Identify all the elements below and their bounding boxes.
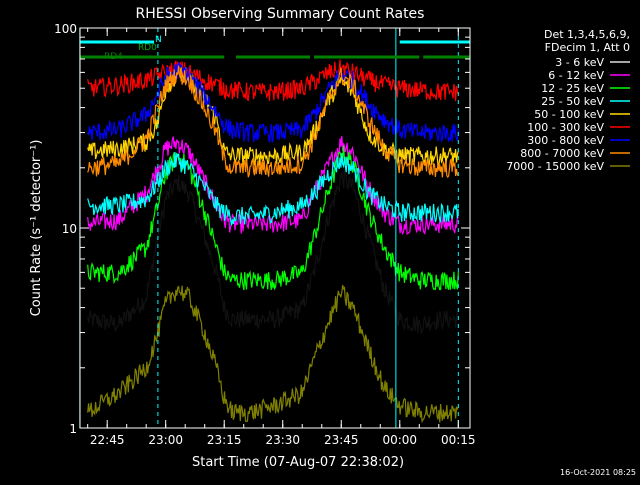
legend-entry-1: 3 - 6 keV — [555, 56, 604, 69]
y-tick-label-3: 100 — [54, 22, 77, 36]
flag-label-n: N — [155, 35, 162, 45]
legend-entry-9: 7000 - 15000 keV — [506, 160, 604, 173]
x-tick-label-2: 23:00 — [148, 433, 183, 447]
series-line-7 — [87, 62, 459, 144]
chart-title: RHESSI Observing Summary Count Rates — [136, 6, 425, 22]
x-tick-label-3: 23:15 — [207, 433, 242, 447]
y-tick-label-2: 10 — [62, 222, 77, 236]
x-tick-label-7: 00:15 — [441, 433, 476, 447]
x-tick-label-5: 23:45 — [324, 433, 359, 447]
legend-entry-7: 300 - 800 keV — [527, 134, 604, 147]
flag-label-rd0: RD0 — [138, 43, 157, 53]
x-tick-label-6: 00:00 — [382, 433, 417, 447]
legend: Det 1,3,4,5,6,9,FDecim 1, Att 0 3 - 6 keV… — [506, 28, 630, 173]
series-line-2 — [87, 135, 459, 236]
legend-header-2: FDecim 1, Att 0 — [545, 41, 630, 54]
legend-header-1: Det 1,3,4,5,6,9, — [544, 28, 630, 41]
series-line-3 — [87, 145, 459, 291]
flag-label-rd4: RD4 — [104, 52, 123, 62]
series-line-6 — [87, 59, 459, 102]
legend-entry-4: 25 - 50 keV — [541, 95, 604, 108]
legend-entry-6: 100 - 300 keV — [527, 121, 604, 134]
legend-entry-8: 800 - 7000 keV — [520, 147, 604, 160]
legend-entry-5: 50 - 100 keV — [534, 108, 604, 121]
x-axis-label: Start Time (07-Aug-07 22:38:02) — [192, 455, 404, 470]
footer-date: 16-Oct-2021 08:25 — [560, 468, 636, 477]
axes-layer: 22:45 23:00 23:15 23:30 23:45 00:00 00:15 1 10 10… — [54, 22, 475, 447]
series-line-4 — [87, 152, 459, 226]
y-axis-label: Count Rate (s⁻¹ detector⁻¹) — [29, 140, 44, 317]
series-group — [87, 59, 459, 424]
series-line-1 — [87, 170, 459, 334]
x-tick-label-4: 23:30 — [265, 433, 300, 447]
series-line-9 — [87, 284, 459, 424]
x-tick-label-1: 22:45 — [90, 433, 125, 447]
legend-entry-3: 12 - 25 keV — [541, 82, 604, 95]
legend-entry-2: 6 - 12 keV — [548, 69, 604, 82]
y-tick-label-1: 1 — [69, 422, 77, 436]
series-line-8 — [87, 65, 459, 178]
